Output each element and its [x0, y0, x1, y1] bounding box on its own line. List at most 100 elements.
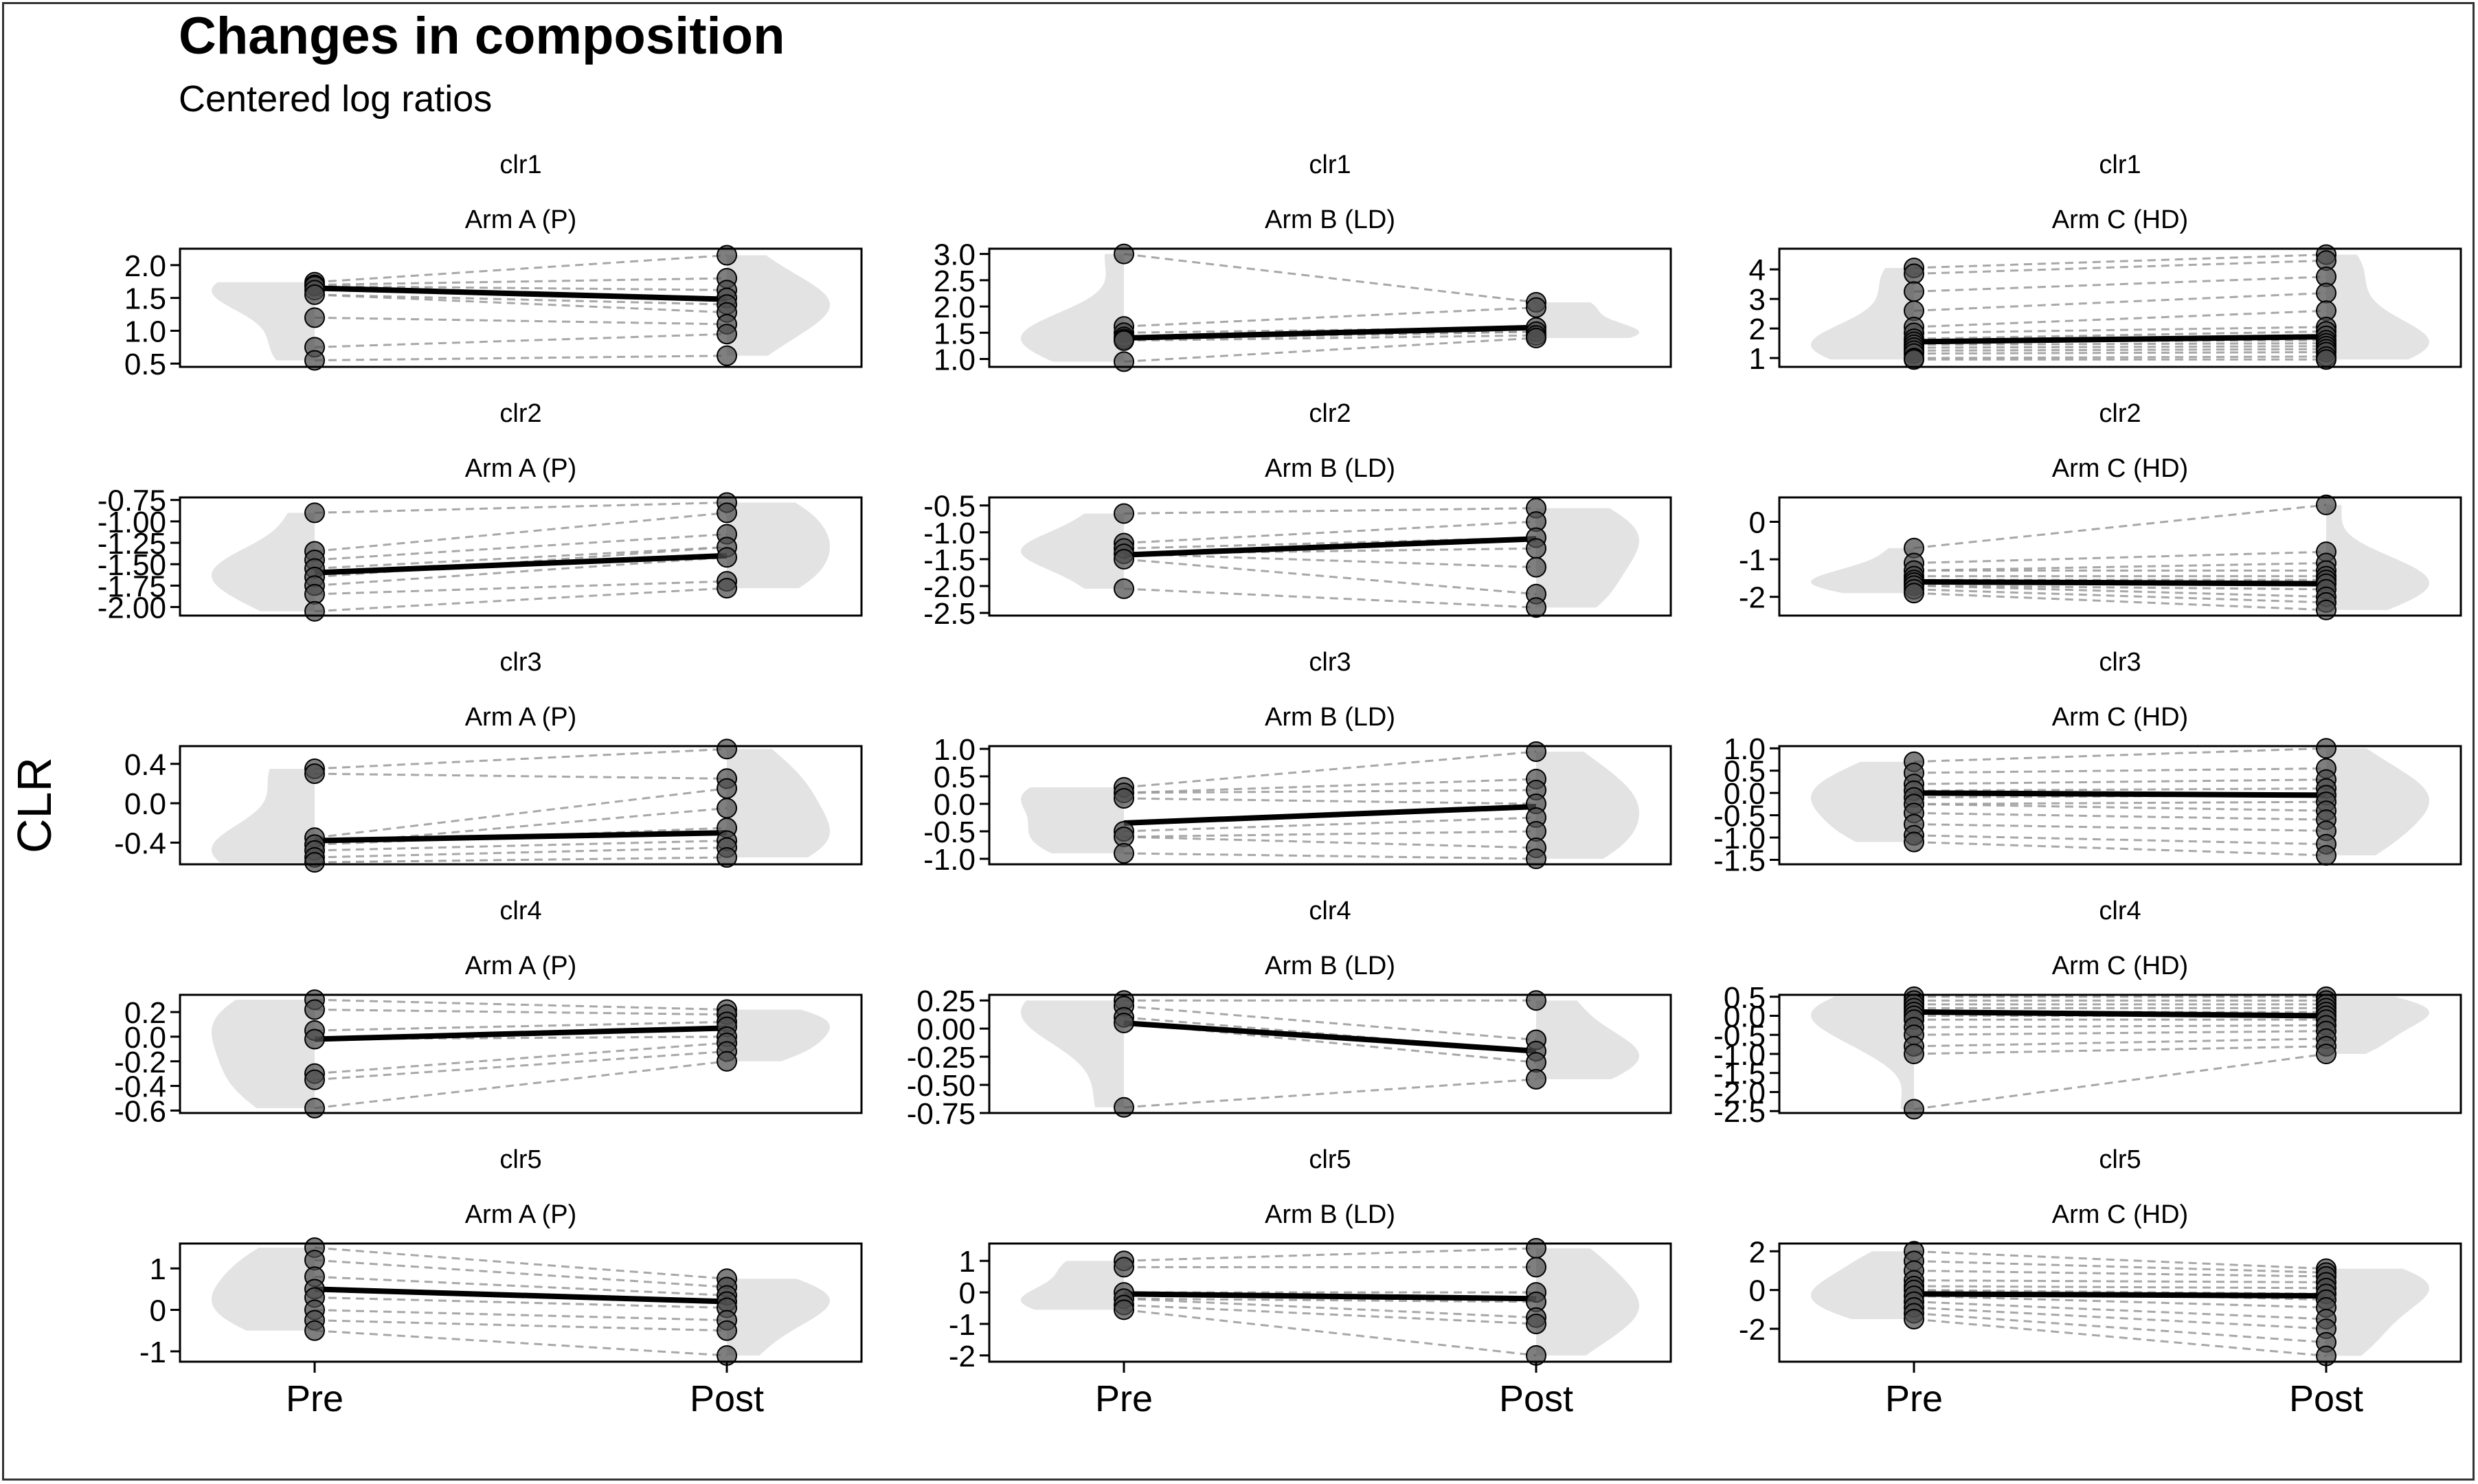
paired-line: [314, 1050, 728, 1081]
y-tick-label: 0: [1749, 1274, 1766, 1308]
mean-line: [1913, 790, 2327, 798]
paired-line: [1123, 507, 1537, 515]
data-point-post: [1526, 990, 1546, 1011]
paired-line: [314, 846, 728, 859]
data-point-post: [717, 547, 737, 568]
data-point-pre: [304, 350, 325, 371]
data-point-pre: [1904, 1308, 1924, 1329]
strip-label-group: Arm C (HD): [2052, 1200, 2188, 1229]
strip-label-group: Arm C (HD): [2052, 703, 2188, 732]
data-point-post: [717, 846, 737, 868]
y-tick-label: 0.00: [916, 1013, 976, 1046]
y-tick-label: -0.5: [1713, 800, 1766, 833]
y-tick-label: 1.0: [1724, 732, 1766, 766]
violin-pre: [212, 1248, 315, 1331]
violin-post: [2326, 254, 2429, 360]
paired-line: [314, 556, 728, 587]
panel-clr3-3: clr3 Arm C (HD) -1.5-1.0-0.50.00.51.0: [1713, 648, 2462, 878]
panel-border: [179, 247, 863, 368]
paired-line: [314, 546, 728, 570]
violin-pre: [1021, 513, 1124, 589]
y-tick-label: -1.0: [923, 517, 976, 550]
violin-pre: [1811, 996, 1914, 1110]
paired-line: [1913, 326, 2327, 335]
paired-line: [314, 580, 728, 596]
paired-line: [1913, 1301, 2327, 1320]
paired-line: [1913, 1037, 2327, 1048]
panel-border: [179, 993, 863, 1114]
strip-label-variable: clr2: [499, 399, 541, 428]
paired-line: [314, 1275, 728, 1296]
panel-border: [988, 247, 1672, 368]
data-point-pre: [304, 999, 325, 1020]
paired-line: [314, 333, 728, 348]
paired-line: [1913, 1259, 2327, 1274]
paired-line: [1913, 504, 2327, 550]
panel-content: [212, 747, 830, 864]
data-point-pre: [1114, 788, 1134, 809]
violin-pre: [1811, 1251, 1914, 1319]
paired-line: [1913, 351, 2327, 355]
strip-label-group: Arm C (HD): [2052, 454, 2188, 483]
y-tick-label: -0.5: [1713, 1019, 1766, 1053]
y-tick-label: -2.5: [923, 597, 976, 631]
paired-line: [1913, 276, 2327, 293]
paired-line: [314, 787, 728, 839]
y-tick-label: -2.0: [923, 570, 976, 604]
data-point-pre: [1904, 281, 1924, 302]
paired-line: [1913, 823, 2327, 832]
y-tick-label: 0.5: [124, 348, 166, 381]
y-tick-label: 1: [959, 1245, 976, 1279]
data-point-pre: [1904, 263, 1924, 284]
data-point-pre: [1114, 243, 1134, 265]
y-tick-label: -1: [139, 1336, 166, 1369]
data-point-post: [2316, 349, 2336, 370]
x-tick-label: Pre: [1095, 1378, 1153, 1419]
panel-content: [1021, 507, 1639, 609]
paired-line: [1913, 1306, 2327, 1330]
paired-line: [1123, 1308, 1537, 1357]
panel-clr4-2: clr4 Arm B (LD) -0.75-0.50-0.250.000.25: [907, 897, 1672, 1131]
y-tick-label: -0.4: [114, 1070, 166, 1104]
data-point-pre: [1904, 1044, 1924, 1064]
strip-label-variable: clr3: [499, 648, 541, 677]
violin-post: [2326, 748, 2429, 856]
mean-line: [314, 1286, 728, 1305]
panel-content: [1021, 1247, 1639, 1357]
panel-border: [988, 496, 1672, 617]
paired-line: [1123, 789, 1537, 794]
panel-clr3-1: clr3 Arm A (P) -0.4 0.0 0.4: [114, 648, 863, 873]
violin-post: [1536, 1248, 1639, 1356]
data-point-pre: [1114, 351, 1134, 372]
data-point-post: [717, 778, 737, 799]
y-tick-label: 0.0: [124, 1021, 166, 1055]
strip-label-group: Arm A (P): [465, 703, 577, 732]
data-point-post: [1526, 597, 1546, 618]
panel-content: [1811, 747, 2429, 857]
data-point-post: [717, 739, 737, 760]
paired-line: [1123, 306, 1537, 328]
y-tick-label: 0.2: [124, 996, 166, 1030]
panel-clr1-2: clr1 Arm B (LD) 1.01.52.02.53.0: [934, 150, 1672, 377]
y-tick-label: -1.00: [98, 506, 166, 539]
paired-line: [1913, 778, 2327, 785]
strip-label-variable: clr4: [499, 897, 541, 925]
paired-line: [1123, 852, 1537, 860]
paired-line: [1913, 802, 2327, 812]
paired-line: [1123, 1247, 1537, 1262]
paired-line: [1123, 830, 1537, 838]
paired-line: [1913, 1250, 2327, 1270]
y-tick-label: 0: [959, 1277, 976, 1310]
data-point-pre: [304, 284, 325, 305]
violin-post: [1536, 302, 1639, 338]
data-point-post: [1526, 556, 1546, 578]
data-point-pre: [1114, 1012, 1134, 1033]
paired-line: [314, 840, 728, 852]
mean-line: [314, 552, 728, 576]
paired-line: [1913, 1269, 2327, 1278]
data-point-post: [717, 1050, 737, 1072]
paired-line: [1123, 337, 1537, 363]
y-tick-label: -0.50: [907, 1069, 976, 1103]
data-point-pre: [1904, 831, 1924, 853]
